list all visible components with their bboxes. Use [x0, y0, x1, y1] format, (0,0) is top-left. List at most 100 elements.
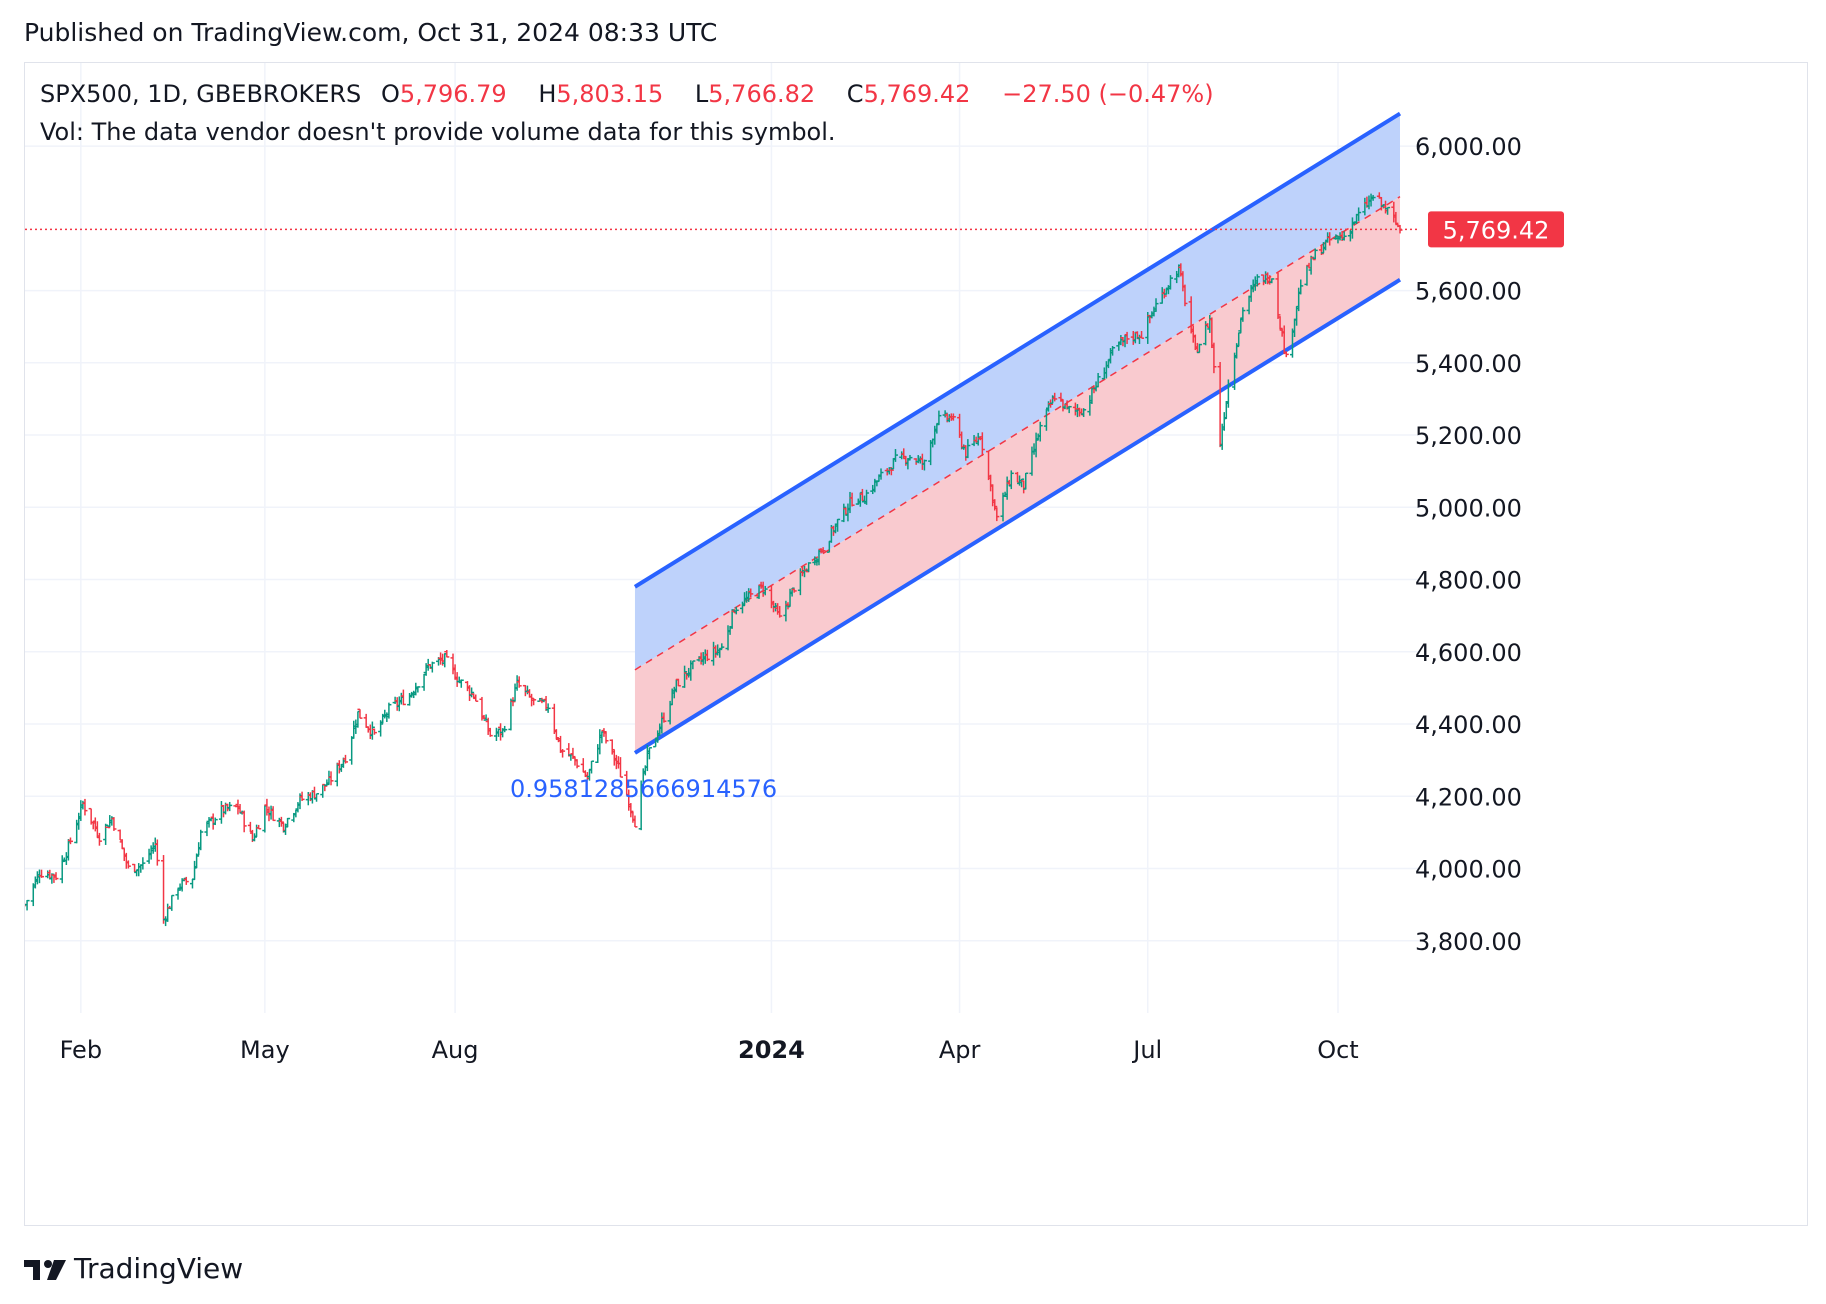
candle [748, 588, 754, 598]
candle [717, 648, 723, 658]
candle [1081, 408, 1087, 418]
candle [560, 749, 566, 758]
candle [806, 562, 812, 573]
candle [1341, 231, 1347, 241]
candle [531, 697, 537, 706]
candle [53, 872, 59, 881]
high-value: 5,803.15 [556, 80, 664, 108]
candle [189, 878, 195, 889]
candle [1066, 405, 1072, 414]
candle [907, 454, 913, 461]
candle [278, 816, 284, 827]
y-tick-label: 6,000.00 [1415, 133, 1522, 161]
candle [198, 829, 204, 851]
candle [270, 806, 276, 822]
regression-channel[interactable] [633, 111, 1402, 755]
candle [1052, 392, 1058, 402]
candle [574, 759, 580, 769]
candle [241, 810, 247, 833]
y-tick-label: 4,400.00 [1415, 711, 1522, 739]
candle [661, 712, 667, 723]
candle [161, 855, 167, 924]
candle [762, 585, 768, 596]
candle [469, 687, 475, 698]
chart-panel[interactable]: 3,800.00 4,000.00 4,200.00 4,400.00 4,600.00… [24, 62, 1808, 1226]
x-tick-label: Jul [1131, 1036, 1162, 1064]
candle [878, 468, 884, 480]
candle [864, 489, 870, 505]
candle [1240, 307, 1246, 322]
candle [1283, 351, 1289, 358]
candle [1196, 343, 1202, 354]
candle [400, 689, 406, 706]
x-tick-label: May [240, 1036, 290, 1064]
candle [105, 826, 111, 829]
candle [675, 678, 681, 687]
candlestick-series [25, 192, 1403, 927]
candle [820, 547, 826, 554]
candle [580, 758, 586, 773]
channel-annotation: 0.9581285666914576 [510, 775, 777, 803]
volume-note: Vol: The data vendor doesn't provide vol… [40, 118, 836, 146]
candle [994, 507, 1000, 522]
candle [545, 703, 551, 713]
candle [1008, 470, 1014, 490]
candle [791, 588, 797, 593]
candle [363, 713, 369, 728]
price-chart[interactable]: 3,800.00 4,000.00 4,200.00 4,400.00 4,600.00… [25, 63, 1808, 1226]
close-value: 5,769.42 [863, 80, 971, 108]
candle [1298, 279, 1304, 295]
candle [777, 606, 783, 618]
y-tick-label: 4,600.00 [1415, 639, 1522, 667]
candle [510, 697, 516, 707]
candle [632, 815, 638, 828]
candle [1225, 379, 1231, 408]
candle [979, 432, 985, 456]
candle [1393, 211, 1399, 225]
open-value: 5,796.79 [399, 80, 507, 108]
published-header: Published on TradingView.com, Oct 31, 20… [24, 18, 718, 47]
candle [39, 869, 45, 878]
candle [444, 649, 450, 658]
y-tick-label: 4,200.00 [1415, 783, 1522, 811]
candle [429, 661, 435, 673]
candle [82, 798, 88, 816]
candle [227, 801, 233, 812]
candle [349, 736, 355, 765]
candle [125, 860, 131, 869]
y-tick-label: 5,600.00 [1415, 278, 1522, 306]
candle [1277, 316, 1283, 330]
candle [849, 492, 855, 507]
candle [299, 791, 305, 802]
candle [516, 676, 522, 688]
candle [357, 708, 363, 719]
candle [1167, 275, 1173, 290]
candle [421, 673, 427, 691]
axes: 3,800.00 4,000.00 4,200.00 4,400.00 4,600.00… [60, 133, 1522, 1064]
y-tick-label: 5,200.00 [1415, 422, 1522, 450]
candle [841, 503, 847, 523]
channel-lower-line [633, 278, 1402, 755]
y-tick-label: 4,000.00 [1415, 856, 1522, 884]
x-tick-label: Aug [432, 1036, 479, 1064]
close-label: C [846, 80, 864, 108]
channel-upper-fill [634, 113, 1400, 670]
candle [682, 665, 688, 688]
x-tick-label: Oct [1317, 1036, 1359, 1064]
candle [487, 727, 493, 737]
x-tick-label: Feb [60, 1036, 103, 1064]
tradingview-logo[interactable]: TradingView [24, 1252, 243, 1285]
candle [553, 729, 559, 740]
y-tick-label: 4,800.00 [1415, 567, 1522, 595]
candle [1139, 331, 1145, 339]
candle [314, 793, 320, 802]
candle [1095, 372, 1101, 388]
candle [1254, 274, 1260, 287]
candle [1356, 207, 1362, 221]
candle [371, 728, 377, 735]
candle [950, 413, 956, 421]
candle [1110, 345, 1116, 356]
candle [733, 606, 739, 615]
last-price-badge [1428, 211, 1564, 248]
candle [1312, 248, 1318, 260]
